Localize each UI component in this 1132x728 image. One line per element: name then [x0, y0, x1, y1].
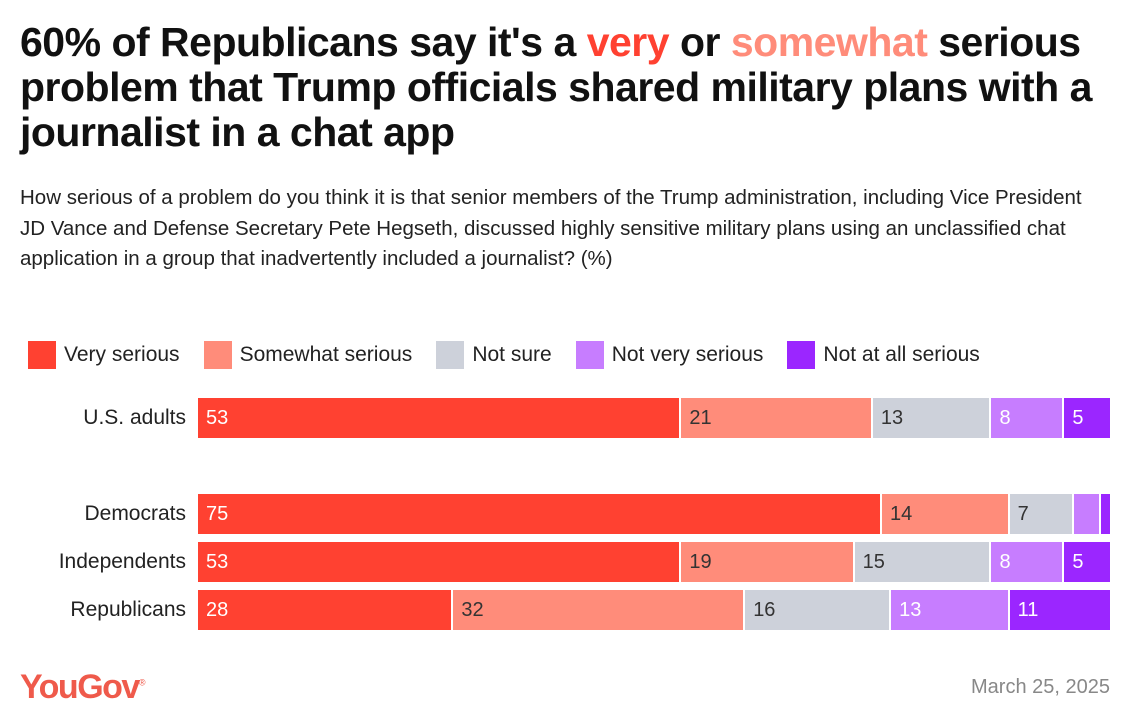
bar-segment: 53: [198, 542, 682, 582]
chart-subtitle: How serious of a problem do you think it…: [20, 186, 1082, 270]
date: March 25, 2025: [971, 676, 1110, 698]
legend-item: Somewhat serious: [203, 341, 413, 369]
legend-label: Not sure: [472, 343, 552, 366]
bar-segment: 8: [991, 398, 1065, 438]
bar-segment: [1100, 494, 1110, 534]
legend-label: Not very serious: [611, 343, 764, 366]
bar-segment: 21: [681, 398, 873, 438]
bar-segment: 75: [198, 494, 882, 534]
data-label: 7: [1017, 503, 1029, 525]
legend-label: Very serious: [64, 343, 180, 366]
data-label: 28: [206, 599, 229, 621]
data-label: 21: [689, 407, 712, 429]
data-label: 13: [880, 407, 904, 429]
row-label: Republicans: [70, 598, 186, 621]
data-label: 11: [1017, 599, 1039, 621]
bar-segment: 13: [891, 590, 1010, 630]
bar-segment: 16: [745, 590, 892, 630]
data-label: 32: [461, 599, 484, 621]
bar-segment: 28: [198, 590, 454, 630]
legend-swatch: [28, 341, 56, 369]
data-label: 5: [1072, 551, 1084, 573]
row-label: Independents: [58, 550, 186, 573]
title-part: or: [669, 19, 731, 65]
data-label: 13: [899, 599, 922, 621]
legend: Very serious Somewhat serious Not sure Not …: [28, 341, 1004, 369]
bar-segment: 13: [872, 398, 992, 438]
data-label: 53: [206, 407, 229, 429]
bar-segment: 14: [882, 494, 1010, 534]
data-label: 5: [1072, 407, 1084, 429]
bar-segment: 8: [991, 542, 1065, 582]
data-label: 53: [206, 551, 229, 573]
title-very: very: [586, 19, 670, 65]
bar-segment: [1073, 494, 1101, 534]
data-label: 16: [753, 599, 776, 621]
legend-label: Not at all serious: [823, 343, 980, 366]
legend-item: Not sure: [436, 341, 552, 369]
bar-segment: 32: [453, 590, 746, 630]
chart-title: 60% of Republicans say it's a very or so…: [20, 20, 1110, 155]
bar-segment: 7: [1009, 494, 1074, 534]
bar-segment: 5: [1064, 398, 1110, 438]
legend-item: Not very serious: [575, 341, 764, 369]
legend-item: Not at all serious: [787, 341, 980, 369]
title-somewhat: somewhat: [730, 19, 928, 65]
row-label: Democrats: [84, 502, 186, 525]
legend-item: Very serious: [28, 341, 180, 369]
legend-label: Somewhat serious: [239, 343, 413, 366]
data-label: 15: [862, 551, 885, 573]
title-part: 60% of Republicans say it's a: [20, 19, 587, 65]
bar-segment: 5: [1064, 542, 1110, 582]
bar-segment: 19: [681, 542, 855, 582]
bar-segment: 11: [1009, 590, 1110, 630]
data-label: 19: [689, 551, 712, 573]
row-label: U.S. adults: [83, 406, 186, 429]
data-label: 75: [206, 503, 229, 525]
legend-swatch: [575, 341, 604, 369]
data-label: 14: [890, 503, 913, 525]
legend-swatch: [787, 341, 816, 369]
legend-swatch: [203, 341, 232, 369]
data-label: 8: [999, 407, 1011, 429]
bar-segment: 15: [854, 542, 992, 582]
legend-swatch: [436, 341, 465, 369]
data-label: 8: [999, 551, 1011, 573]
yougov-logo: YouGov®: [20, 668, 145, 707]
bar-segment: 53: [198, 398, 682, 438]
title-part: serious problem that Trump officials sha…: [20, 19, 1092, 155]
registered-mark: ®: [138, 677, 146, 688]
logo-text: YouGov: [20, 668, 140, 706]
